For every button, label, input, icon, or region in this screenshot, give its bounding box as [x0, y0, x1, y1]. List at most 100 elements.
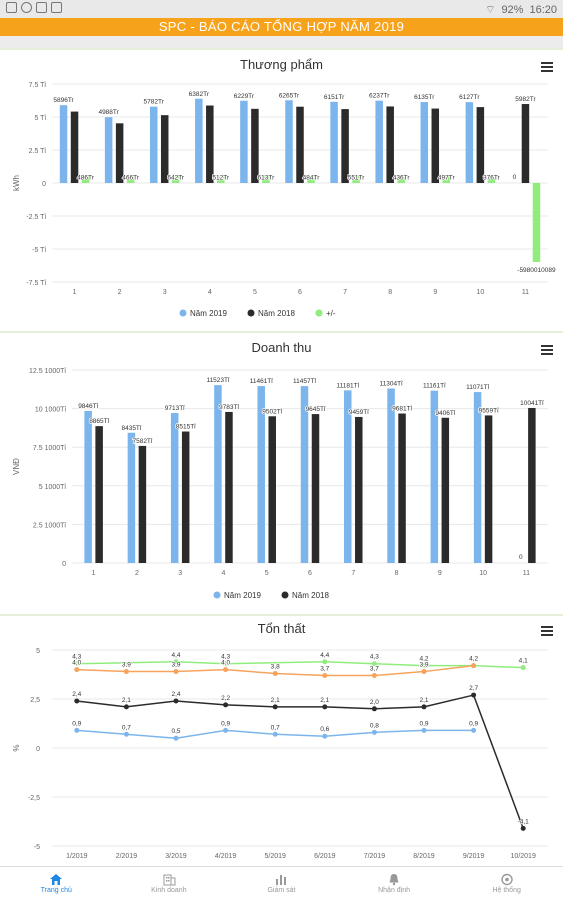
nav-nhan-dinh[interactable]: Nhận định: [338, 867, 451, 900]
y-tick-label: 2.5 1000Tỉ: [33, 521, 67, 529]
data-label: 5896Tr: [53, 97, 74, 104]
data-label: 6382Tr: [189, 91, 210, 98]
x-tick-label: 8: [395, 570, 399, 577]
data-label: 4,1: [519, 658, 528, 665]
nav-label: Nhận định: [378, 887, 411, 894]
bar: [296, 106, 304, 183]
data-label: 642Tr: [167, 175, 185, 182]
data-label: 9459Tỉ: [349, 408, 369, 416]
bar: [257, 386, 265, 563]
data-label: 8435Tỉ: [121, 424, 141, 432]
data-point: [421, 669, 427, 675]
data-point: [322, 672, 328, 678]
data-label: 512Tr: [212, 175, 230, 182]
bar: [225, 411, 233, 563]
nav-he-thong[interactable]: Hệ thống: [450, 867, 563, 900]
thuong-pham-panel: Thương phẩm 7.5 Tỉ 5 Tỉ 2.5 Tỉ 0 -2.5 Tỉ -5 T…: [0, 48, 563, 331]
data-point: [173, 659, 179, 665]
bar: [341, 109, 349, 183]
data-label: 486Tr: [77, 175, 95, 182]
data-label: 4,0: [72, 660, 81, 667]
data-label: 3,7: [320, 665, 329, 672]
data-label: 6135Tr: [414, 94, 435, 101]
bar: [430, 390, 439, 563]
data-point: [123, 731, 129, 737]
legend-marker: [247, 309, 255, 317]
chart-title: Thương phẩm: [240, 57, 323, 72]
checkbox-icon: [51, 2, 62, 13]
x-tick-label: 5/2019: [264, 853, 286, 860]
data-label: 4,3: [72, 654, 81, 661]
bar: [344, 390, 352, 563]
data-label: 9502Tỉ: [262, 407, 282, 415]
data-label: 3,9: [171, 662, 180, 669]
data-label: 6229Tr: [234, 93, 255, 100]
bar: [149, 106, 158, 183]
data-label: -4,1: [518, 818, 530, 825]
sync-icon: [21, 2, 32, 13]
legend-marker: [315, 309, 323, 317]
data-label: 8515Tỉ: [176, 423, 196, 431]
thuong-pham-chart: 7.5 Tỉ 5 Tỉ 2.5 Tỉ 0 -2.5 Tỉ -5 Tỉ -7.5 Tỉ kWh 1…: [12, 81, 557, 318]
data-label: -5980010089: [517, 267, 556, 274]
bar: [473, 392, 482, 563]
legend-marker: [281, 591, 289, 599]
data-label: 6265Tr: [279, 92, 300, 99]
y-axis-label: kWh: [12, 175, 21, 191]
nav-label: Kinh doanh: [151, 887, 187, 894]
legend-item: Năm 2019: [190, 309, 227, 318]
data-label: 3,8: [271, 664, 280, 671]
data-label: 2,1: [419, 697, 428, 704]
data-label: 10041Tỉ: [520, 399, 544, 407]
bar: [126, 176, 135, 183]
data-label: 3,9: [122, 662, 131, 669]
image-icon: [6, 2, 17, 13]
y-tick-label: -2.5 Tỉ: [26, 213, 46, 221]
data-label: 4,0: [221, 660, 230, 667]
y-tick-label: 0: [36, 746, 40, 753]
data-label: 5782Tr: [144, 99, 165, 106]
data-point: [471, 663, 477, 669]
status-bar: ⌔ 92% 16:20: [0, 0, 563, 18]
nav-home[interactable]: Trang chủ: [0, 867, 113, 900]
x-tick-label: 5: [253, 289, 257, 296]
x-tick-label: 3: [178, 570, 182, 577]
y-tick-label: 5 1000Tỉ: [39, 483, 67, 491]
wifi-icon: ⌔: [485, 4, 496, 16]
x-tick-label: 10: [476, 289, 484, 296]
data-label: 9559Tỉ: [479, 406, 499, 414]
data-point: [173, 669, 179, 675]
data-point: [123, 704, 129, 710]
bar: [268, 416, 276, 563]
x-tick-label: 3: [163, 289, 167, 296]
data-label: 2,4: [171, 691, 180, 698]
y-tick-label: -5 Tỉ: [32, 246, 46, 254]
data-label: 466Tr: [122, 175, 140, 182]
data-label: 0,5: [171, 728, 180, 735]
y-axis-label: %: [12, 744, 21, 751]
x-tick-label: 8/2019: [413, 853, 435, 860]
x-tick-label: 5: [265, 570, 269, 577]
data-point: [520, 665, 526, 671]
data-point: [421, 663, 427, 669]
data-label: 2,7: [469, 685, 478, 692]
doanh-thu-panel: Doanh thu 12.5 1000Tỉ 10 1000Tỉ 7.5 1000Tỉ…: [0, 331, 563, 614]
bar: [442, 176, 451, 183]
data-label: 4,4: [171, 652, 180, 659]
data-label: 613Tr: [258, 175, 276, 182]
menu-icon[interactable]: [541, 345, 553, 355]
menu-icon[interactable]: [541, 626, 553, 636]
x-tick-label: 7: [343, 289, 347, 296]
bar: [160, 115, 169, 183]
legend-item: Năm 2018: [292, 591, 329, 600]
data-label: 4,3: [221, 654, 230, 661]
series-line: [76, 661, 524, 669]
data-point: [173, 735, 179, 741]
nav-kinh-doanh[interactable]: Kinh doanh: [113, 867, 226, 900]
data-point: [322, 659, 328, 665]
data-point: [421, 727, 427, 733]
nav-giam-sat[interactable]: Giám sát: [225, 867, 338, 900]
data-label: 0: [519, 554, 523, 561]
menu-icon[interactable]: [541, 62, 553, 72]
bar: [195, 98, 203, 183]
